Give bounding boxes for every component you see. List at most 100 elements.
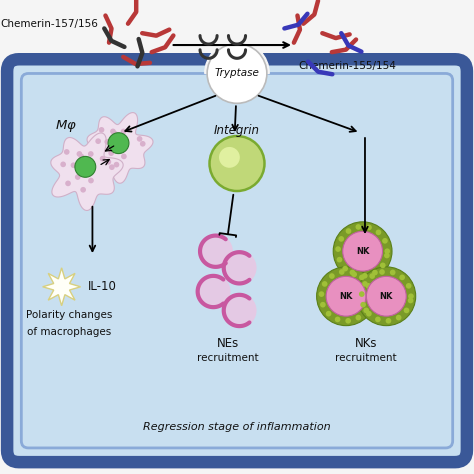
Circle shape: [375, 229, 381, 235]
Text: M$\varphi$: M$\varphi$: [55, 118, 76, 134]
Circle shape: [366, 311, 372, 317]
Circle shape: [219, 147, 240, 168]
Circle shape: [121, 136, 127, 142]
Circle shape: [121, 154, 127, 159]
Circle shape: [121, 128, 127, 134]
Circle shape: [320, 302, 326, 308]
Circle shape: [75, 174, 81, 180]
Circle shape: [329, 273, 335, 279]
Circle shape: [64, 149, 70, 155]
Circle shape: [99, 127, 104, 133]
Circle shape: [335, 246, 341, 252]
Text: of macrophages: of macrophages: [27, 327, 111, 337]
Circle shape: [100, 156, 105, 162]
Circle shape: [369, 273, 375, 279]
Polygon shape: [87, 113, 153, 183]
Text: Regression stage of inflammation: Regression stage of inflammation: [143, 421, 331, 432]
Circle shape: [357, 267, 416, 326]
Circle shape: [222, 293, 256, 328]
Text: Chemerin-155/154: Chemerin-155/154: [299, 61, 396, 72]
Circle shape: [346, 228, 351, 234]
Circle shape: [359, 274, 365, 280]
Circle shape: [384, 248, 390, 254]
Circle shape: [351, 272, 357, 277]
Circle shape: [338, 236, 344, 242]
Circle shape: [326, 276, 366, 316]
Circle shape: [386, 318, 392, 324]
Circle shape: [379, 269, 385, 275]
Circle shape: [60, 162, 66, 167]
Circle shape: [110, 128, 116, 134]
Circle shape: [65, 181, 71, 186]
Circle shape: [404, 308, 410, 313]
Circle shape: [95, 138, 101, 144]
Circle shape: [360, 302, 366, 308]
Circle shape: [88, 178, 94, 183]
Circle shape: [106, 159, 111, 164]
Circle shape: [396, 315, 401, 320]
Circle shape: [337, 257, 342, 263]
Polygon shape: [43, 268, 81, 306]
Circle shape: [356, 315, 361, 320]
Circle shape: [199, 234, 233, 268]
FancyBboxPatch shape: [7, 59, 467, 462]
Circle shape: [140, 141, 146, 146]
Circle shape: [109, 164, 115, 170]
Circle shape: [368, 293, 374, 299]
Text: NEs: NEs: [217, 337, 238, 350]
Text: recruitment: recruitment: [197, 353, 258, 363]
Circle shape: [346, 318, 351, 324]
Text: Polarity changes: Polarity changes: [26, 310, 112, 320]
Circle shape: [333, 222, 392, 281]
Circle shape: [366, 276, 406, 316]
Text: IL-10: IL-10: [88, 280, 117, 293]
Circle shape: [207, 44, 267, 103]
Circle shape: [317, 267, 375, 326]
Circle shape: [380, 263, 386, 268]
Circle shape: [137, 136, 143, 142]
Text: NK: NK: [339, 292, 353, 301]
Circle shape: [406, 283, 411, 289]
Circle shape: [104, 139, 110, 145]
Circle shape: [326, 311, 331, 317]
Circle shape: [120, 135, 126, 140]
Circle shape: [80, 187, 86, 192]
Circle shape: [112, 131, 118, 137]
Circle shape: [319, 291, 324, 297]
Circle shape: [365, 283, 371, 289]
Circle shape: [375, 317, 381, 322]
Circle shape: [390, 270, 395, 275]
Circle shape: [366, 225, 372, 230]
Circle shape: [88, 159, 94, 165]
Circle shape: [362, 281, 368, 287]
Circle shape: [399, 274, 405, 280]
Circle shape: [349, 270, 355, 275]
Circle shape: [356, 224, 361, 230]
Circle shape: [384, 253, 390, 258]
Circle shape: [335, 317, 340, 322]
Text: NKs: NKs: [355, 337, 377, 350]
Circle shape: [408, 298, 413, 303]
Circle shape: [210, 136, 264, 191]
Text: recruitment: recruitment: [335, 353, 397, 363]
Circle shape: [196, 274, 230, 309]
Circle shape: [108, 133, 129, 154]
Circle shape: [75, 156, 96, 177]
Circle shape: [382, 238, 388, 244]
Circle shape: [339, 269, 345, 275]
Polygon shape: [51, 133, 123, 210]
Text: Integrin: Integrin: [214, 124, 260, 137]
Circle shape: [222, 251, 256, 285]
Circle shape: [408, 293, 414, 299]
Text: Tryptase: Tryptase: [215, 68, 259, 79]
Circle shape: [343, 231, 383, 271]
Circle shape: [76, 151, 82, 157]
Circle shape: [364, 308, 369, 313]
Circle shape: [88, 151, 94, 157]
Circle shape: [362, 273, 368, 279]
Text: Chemerin-157/156: Chemerin-157/156: [0, 18, 98, 29]
Text: NK: NK: [380, 292, 393, 301]
Circle shape: [79, 154, 84, 159]
Circle shape: [87, 158, 92, 164]
Circle shape: [114, 162, 119, 167]
